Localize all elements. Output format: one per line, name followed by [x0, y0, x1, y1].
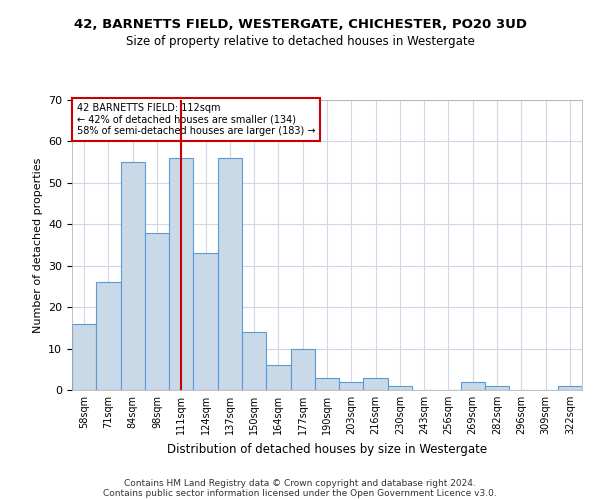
- Bar: [169, 158, 193, 390]
- Text: Contains HM Land Registry data © Crown copyright and database right 2024.: Contains HM Land Registry data © Crown c…: [124, 478, 476, 488]
- Bar: [364, 378, 388, 390]
- Text: 42 BARNETTS FIELD: 112sqm
← 42% of detached houses are smaller (134)
58% of semi: 42 BARNETTS FIELD: 112sqm ← 42% of detac…: [77, 103, 316, 136]
- Bar: [218, 158, 242, 390]
- Y-axis label: Number of detached properties: Number of detached properties: [32, 158, 43, 332]
- Bar: [339, 382, 364, 390]
- Bar: [315, 378, 339, 390]
- Bar: [290, 348, 315, 390]
- Bar: [388, 386, 412, 390]
- Bar: [242, 332, 266, 390]
- Bar: [266, 365, 290, 390]
- Text: Contains public sector information licensed under the Open Government Licence v3: Contains public sector information licen…: [103, 488, 497, 498]
- X-axis label: Distribution of detached houses by size in Westergate: Distribution of detached houses by size …: [167, 442, 487, 456]
- Bar: [121, 162, 145, 390]
- Bar: [193, 254, 218, 390]
- Text: 42, BARNETTS FIELD, WESTERGATE, CHICHESTER, PO20 3UD: 42, BARNETTS FIELD, WESTERGATE, CHICHEST…: [74, 18, 527, 30]
- Bar: [461, 382, 485, 390]
- Bar: [96, 282, 121, 390]
- Bar: [485, 386, 509, 390]
- Bar: [145, 232, 169, 390]
- Text: Size of property relative to detached houses in Westergate: Size of property relative to detached ho…: [125, 35, 475, 48]
- Bar: [558, 386, 582, 390]
- Bar: [72, 324, 96, 390]
